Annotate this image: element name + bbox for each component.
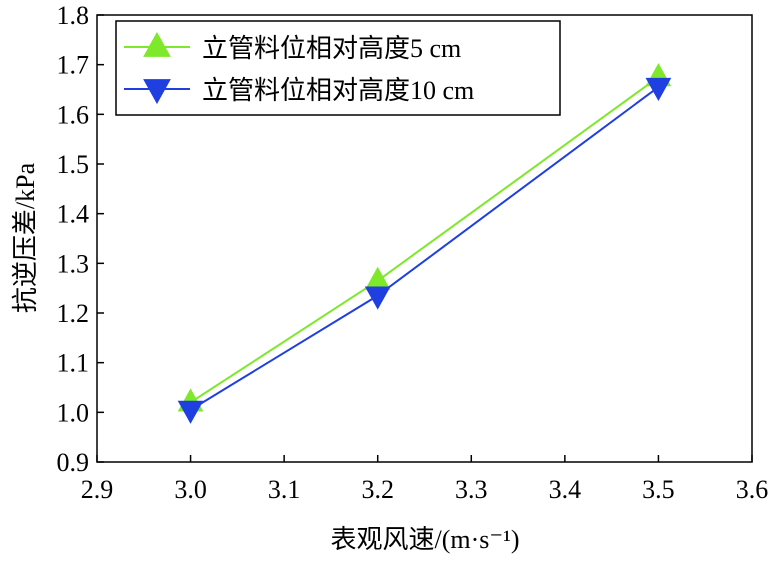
y-axis-ticks: 0.9 1.0 1.1 1.2 1.3 1.4 1.5 1.6 1.7 1.8 (57, 1, 104, 477)
y-tick-label: 1.7 (57, 51, 90, 80)
x-tick-label: 3.1 (268, 475, 301, 504)
legend-item-2: 立管料位相对高度10 cm (124, 76, 474, 105)
y-axis-title: 抗逆压差/kPa (11, 162, 40, 313)
x-tick-label: 3.0 (174, 475, 207, 504)
legend-label: 立管料位相对高度10 cm (202, 76, 474, 105)
x-tick-label: 3.3 (455, 475, 488, 504)
x-tick-label: 3.4 (549, 475, 582, 504)
series-line (190, 86, 660, 411)
y-tick-label: 1.3 (57, 249, 90, 278)
x-axis-ticks: 2.9 3.0 3.1 3.2 3.3 3.4 3.5 3.6 (81, 455, 769, 504)
data-point (364, 286, 391, 310)
series-line (190, 76, 660, 404)
y-tick-label: 1.0 (57, 398, 90, 427)
y-tick-label: 1.2 (57, 299, 90, 328)
x-tick-label: 3.6 (736, 475, 769, 504)
series-1 (177, 63, 672, 412)
x-tick-label: 3.2 (361, 475, 394, 504)
y-tick-label: 1.4 (57, 200, 90, 229)
series-2 (177, 77, 672, 424)
x-axis-title: 表观风速/(m·s⁻¹) (330, 525, 519, 554)
x-tick-label: 2.9 (81, 475, 114, 504)
y-tick-label: 1.8 (57, 1, 90, 30)
legend-marker (143, 31, 171, 57)
legend-label: 立管料位相对高度5 cm (202, 34, 461, 63)
y-tick-label: 1.1 (57, 349, 90, 378)
y-tick-label: 1.5 (57, 150, 90, 179)
legend-box (115, 20, 561, 116)
y-tick-label: 1.6 (57, 100, 90, 129)
legend-item-1: 立管料位相对高度5 cm (124, 31, 461, 63)
plot-area (96, 14, 753, 463)
plot-frame (96, 14, 753, 463)
data-point (364, 266, 391, 290)
x-tick-label: 3.5 (642, 475, 675, 504)
series-layer (177, 63, 672, 424)
y-tick-label: 0.9 (57, 448, 90, 477)
legend: 立管料位相对高度5 cm 立管料位相对高度10 cm (115, 20, 561, 116)
data-point (177, 400, 204, 424)
legend-marker (143, 79, 171, 105)
data-point (645, 77, 672, 102)
